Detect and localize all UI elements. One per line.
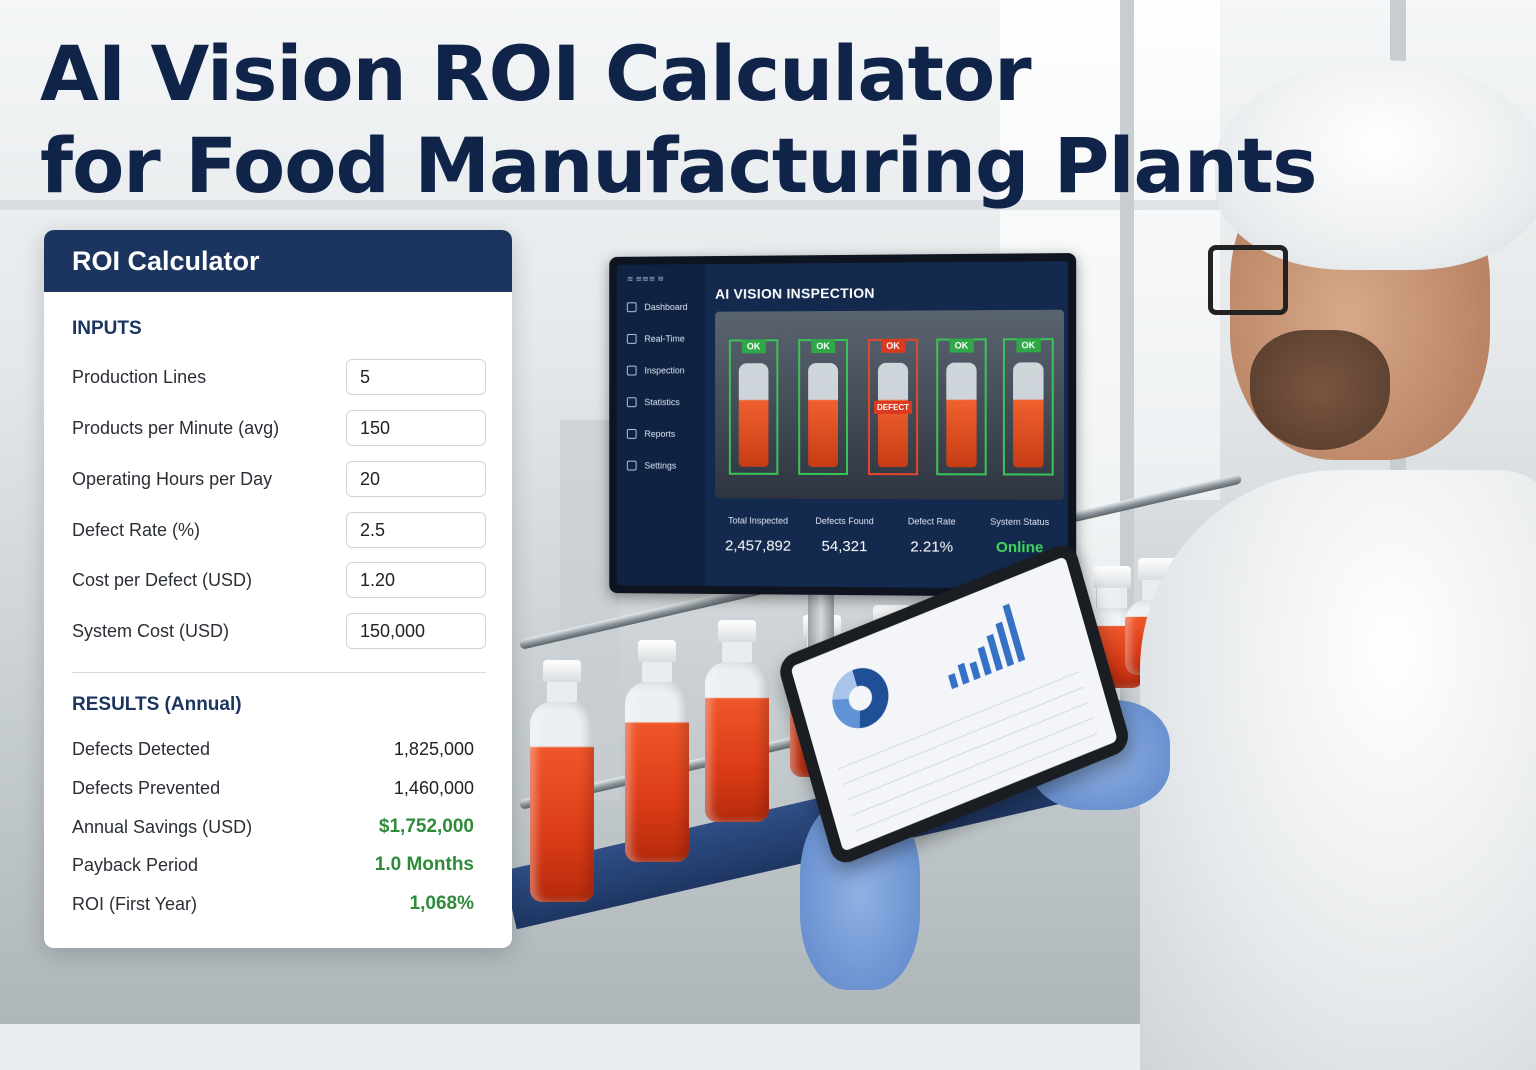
stat-total-inspected: Total Inspected 2,457,892 — [715, 507, 801, 577]
bar-chart-bar — [948, 673, 959, 690]
section-divider — [72, 672, 486, 673]
defect-rate-label: Defect Rate (%) — [72, 519, 201, 540]
result-defects-prevented: Defects Prevented 1,460,000 — [72, 773, 474, 803]
input-row-production-lines: Production Lines — [72, 357, 486, 397]
stat-defect-rate: Defect Rate 2.21% — [888, 508, 976, 579]
headline-line-1: AI Vision ROI Calculator — [40, 29, 1032, 118]
stat-value: 2.21% — [910, 538, 954, 556]
defect-label: DEFECT — [873, 400, 913, 414]
stat-label: Defects Found — [815, 515, 874, 527]
page-headline: AI Vision ROI Calculator for Food Manufa… — [40, 28, 1318, 212]
monitor-screen: ≋ ≋≋≋ ≋ Dashboard Real-Time Inspection S… — [617, 261, 1069, 589]
nav-label: Real-Time — [644, 333, 685, 344]
stat-label: System Status — [990, 516, 1050, 528]
input-row-system-cost: System Cost (USD) — [72, 611, 486, 651]
stat-defects-found: Defects Found 54,321 — [801, 508, 888, 579]
cost-per-defect-label: Cost per Defect (USD) — [72, 569, 253, 590]
stat-value: 2,457,892 — [725, 537, 792, 555]
monitor-logo: ≋ ≋≋≋ ≋ — [626, 274, 664, 284]
input-row-products-per-minute: Products per Minute (avg) — [72, 408, 486, 448]
roi-calculator-card: ROI Calculator INPUTS Production Lines P… — [44, 230, 512, 948]
result-annual-savings: Annual Savings (USD) $1,752,000 — [72, 812, 474, 842]
defects-detected-value: 1,825,000 — [393, 738, 474, 759]
cost-per-defect-input[interactable] — [346, 562, 486, 598]
worker-glasses — [1208, 245, 1288, 315]
nav-item-settings[interactable]: Settings — [617, 450, 705, 482]
nav-label: Dashboard — [644, 301, 688, 313]
result-payback-period: Payback Period 1.0 Months — [72, 850, 474, 880]
roi-first-year-label: ROI (First Year) — [72, 893, 198, 914]
bar-chart-bar — [957, 662, 970, 685]
payback-period-label: Payback Period — [72, 854, 199, 875]
ok-tag: OK — [741, 339, 766, 354]
defects-prevented-value: 1,460,000 — [393, 777, 474, 798]
inspection-box-defect: OK DEFECT — [867, 338, 919, 476]
real-time-icon — [626, 333, 637, 344]
inspection-box-ok: OK — [798, 338, 848, 476]
production-lines-input[interactable] — [346, 359, 486, 395]
monitor-title: AI VISION INSPECTION — [715, 284, 875, 302]
defect-rate-input[interactable] — [346, 512, 486, 548]
inspection-box-ok: OK — [728, 339, 779, 475]
card-title: ROI Calculator — [44, 230, 512, 292]
products-per-minute-label: Products per Minute (avg) — [72, 417, 280, 438]
inspection-box-ok: OK — [936, 338, 987, 476]
inspection-box-ok: OK — [1002, 338, 1054, 476]
stat-label: Total Inspected — [728, 515, 789, 526]
production-lines-label: Production Lines — [72, 366, 207, 387]
input-row-cost-per-defect: Cost per Defect (USD) — [72, 560, 486, 600]
result-roi-first-year: ROI (First Year) 1,068% — [72, 889, 474, 919]
ok-tag: OK — [949, 338, 974, 353]
nav-label: Reports — [644, 428, 676, 439]
annual-savings-value: $1,752,000 — [378, 816, 474, 837]
defects-detected-label: Defects Detected — [72, 738, 211, 759]
monitor-sidebar: ≋ ≋≋≋ ≋ Dashboard Real-Time Inspection S… — [617, 264, 706, 586]
nav-label: Settings — [644, 460, 677, 471]
system-cost-input[interactable] — [346, 613, 486, 649]
donut-chart-icon — [825, 659, 896, 738]
worker-hairnet — [1215, 60, 1536, 270]
roi-first-year-value: 1,068% — [409, 893, 474, 914]
ok-tag: OK — [1016, 338, 1041, 353]
stat-value: 54,321 — [821, 537, 868, 556]
nav-label: Statistics — [644, 397, 680, 408]
reports-icon — [626, 428, 637, 439]
worker-beard — [1250, 330, 1390, 450]
inputs-heading: INPUTS — [72, 318, 142, 339]
results-heading: RESULTS (Annual) — [72, 694, 242, 715]
nav-item-real-time[interactable]: Real-Time — [617, 323, 705, 355]
dashboard-icon — [626, 302, 637, 313]
nav-item-statistics[interactable]: Statistics — [617, 386, 705, 418]
nav-item-inspection[interactable]: Inspection — [617, 354, 705, 386]
statistics-icon — [626, 397, 637, 408]
worker-lab-coat — [1140, 470, 1536, 1070]
system-cost-label: System Cost (USD) — [72, 620, 230, 641]
nav-item-reports[interactable]: Reports — [617, 418, 705, 450]
nav-label: Inspection — [644, 365, 685, 376]
camera-feed: OK OK OK DEFECT OK OK — [715, 309, 1064, 500]
inspection-icon — [626, 365, 637, 376]
products-per-minute-input[interactable] — [346, 410, 486, 446]
ok-tag: OK — [811, 339, 835, 354]
input-row-operating-hours: Operating Hours per Day — [72, 459, 486, 499]
stat-label: Defect Rate — [907, 516, 956, 527]
result-defects-detected: Defects Detected 1,825,000 — [72, 734, 474, 764]
headline-line-2: for Food Manufacturing Plants — [40, 121, 1318, 210]
operating-hours-input[interactable] — [346, 461, 486, 497]
nav-item-dashboard[interactable]: Dashboard — [617, 291, 705, 323]
operating-hours-label: Operating Hours per Day — [72, 468, 273, 489]
inspection-monitor: ≋ ≋≋≋ ≋ Dashboard Real-Time Inspection S… — [609, 252, 1077, 598]
gear-icon — [626, 460, 637, 471]
defects-prevented-label: Defects Prevented — [72, 777, 221, 798]
input-row-defect-rate: Defect Rate (%) — [72, 510, 486, 550]
payback-period-value: 1.0 Months — [374, 854, 474, 875]
annual-savings-label: Annual Savings (USD) — [72, 816, 253, 837]
bar-chart-bar — [969, 661, 981, 681]
ok-tag: OK — [881, 338, 905, 353]
